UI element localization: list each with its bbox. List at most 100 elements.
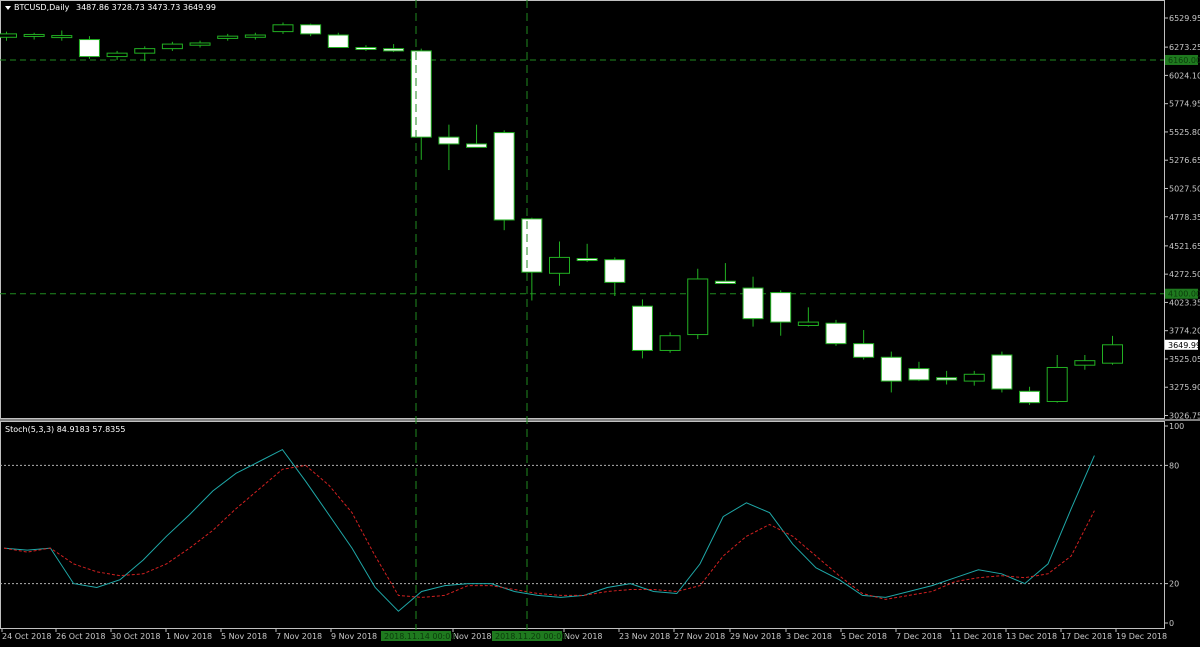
price-tick-label: 4023.35 [1169, 298, 1200, 307]
time-tick-label: 27 Nov 2018 [674, 632, 725, 641]
candle [770, 290, 792, 336]
stochastic-axis: 100 80 20 0 [1164, 422, 1184, 628]
price-level-label: 6160.00 [1168, 56, 1200, 65]
price-level-lines [0, 59, 1164, 295]
candle-body-bear [604, 259, 626, 283]
ohlc-label: 3487.86 3728.73 3473.73 3649.99 [76, 3, 216, 12]
candle [1074, 354, 1096, 370]
candle [963, 370, 985, 386]
candle [272, 22, 294, 34]
candle-body-bull [189, 42, 211, 46]
time-tick-label: 1 Nov 2018 [166, 632, 212, 641]
candle-body-bear [936, 377, 958, 381]
time-tick-label: 7 Nov 2018 [276, 632, 322, 641]
price-tick-label: 5027.50 [1169, 184, 1200, 193]
candle [797, 307, 819, 327]
stoch-tick-label: 100 [1169, 422, 1184, 431]
candle [466, 124, 488, 148]
time-tick-label: Nov 2018 [453, 632, 492, 641]
candle-body-bear [742, 287, 764, 320]
price-tick-label: 3774.20 [1169, 327, 1200, 336]
stoch-tick-label: 0 [1169, 619, 1174, 628]
candle [78, 36, 100, 59]
price-level-label: 4100.00 [1168, 290, 1200, 299]
indicator-panel-frame [0, 421, 1165, 629]
candle-body-bear [78, 39, 100, 58]
time-axis: 24 Oct 2018 26 Oct 2018 30 Oct 2018 1 Nov 2… [1, 629, 1167, 641]
candle-body-bear [853, 343, 875, 358]
price-tick-label: 6273.25 [1169, 43, 1200, 52]
candle-body-bull [244, 34, 266, 38]
time-tick-label: 3 Dec 2018 [786, 632, 832, 641]
candle-body-bear [383, 48, 405, 52]
candle-body-bear [908, 368, 930, 381]
candle [853, 330, 875, 360]
time-tick-label: 24 Oct 2018 [2, 632, 51, 641]
stochastic-lines [3, 448, 1095, 612]
candle [189, 40, 211, 48]
candle-body-bull [687, 278, 709, 336]
candle [355, 45, 377, 51]
candle-body-bear [770, 292, 792, 323]
price-level-tag [1165, 54, 1198, 65]
candle [687, 268, 709, 340]
candles [0, 22, 1123, 405]
time-tick-label: 17 Dec 2018 [1061, 632, 1112, 641]
price-tick-label: 4272.50 [1169, 270, 1200, 279]
time-tick-label: 7 Dec 2018 [896, 632, 942, 641]
price-tick-label: 5525.80 [1169, 128, 1200, 137]
price-tick-label: 3525.05 [1169, 355, 1200, 364]
price-tick-label: 6024.10 [1169, 71, 1200, 80]
candle-body-bear [438, 136, 460, 145]
candle-body-bull [0, 33, 17, 38]
price-panel-frame [0, 0, 1165, 419]
time-tick-label: 13 Dec 2018 [1006, 632, 1057, 641]
candle-body-bull [161, 43, 183, 50]
symbol-label: BTCUSD,Daily [14, 3, 70, 12]
candle [714, 263, 736, 285]
candle-body-bull [659, 335, 681, 351]
price-tick-label: 5276.65 [1169, 156, 1200, 165]
price-level-tag [1165, 288, 1198, 299]
candle-body-bull [549, 256, 570, 274]
time-tick-label: 29 Nov 2018 [730, 632, 781, 641]
candle-body-bull [1046, 366, 1068, 403]
crosshair-time-label: 2018.11.20 00:00 [495, 632, 566, 641]
current-price-tag [1165, 339, 1198, 350]
candle [106, 50, 128, 60]
crosshair-lines [415, 0, 528, 630]
candle-body-bear [466, 143, 488, 148]
candle-body-bear [880, 356, 902, 382]
current-price-label: 3649.99 [1168, 341, 1200, 350]
candle-body-bull [134, 48, 156, 54]
candle [217, 33, 239, 41]
price-tick-label: 3275.90 [1169, 383, 1200, 392]
candle-body-bear [327, 34, 349, 48]
candle [604, 257, 626, 296]
dropdown-triangle-icon[interactable] [5, 6, 11, 10]
candle [438, 124, 460, 171]
candle [991, 351, 1013, 393]
time-tick-label: 23 Nov 2018 [619, 632, 670, 641]
candle [383, 44, 405, 53]
candle-body-bear [355, 46, 377, 50]
candle-body-bear [714, 280, 736, 285]
candle-body-bear [1019, 390, 1041, 404]
candle [936, 370, 958, 385]
candle [1046, 354, 1068, 403]
crosshair-time-label: 2018.11.14 00:00 [384, 632, 455, 641]
stochastic-label: Stoch(5,3,3) 84.9183 57.8355 [5, 425, 125, 434]
candle [244, 32, 266, 40]
stoch-tick-label: 80 [1169, 461, 1179, 470]
candle-body-bull [797, 321, 819, 326]
time-tick-label: 5 Dec 2018 [841, 632, 887, 641]
candle [549, 241, 570, 286]
price-tick-label: 5774.95 [1169, 100, 1200, 109]
candle [23, 32, 45, 40]
candle-body-bear [631, 305, 653, 351]
candle-body-bear [300, 24, 322, 35]
candle-body-bear [493, 132, 515, 221]
candle [880, 351, 902, 393]
